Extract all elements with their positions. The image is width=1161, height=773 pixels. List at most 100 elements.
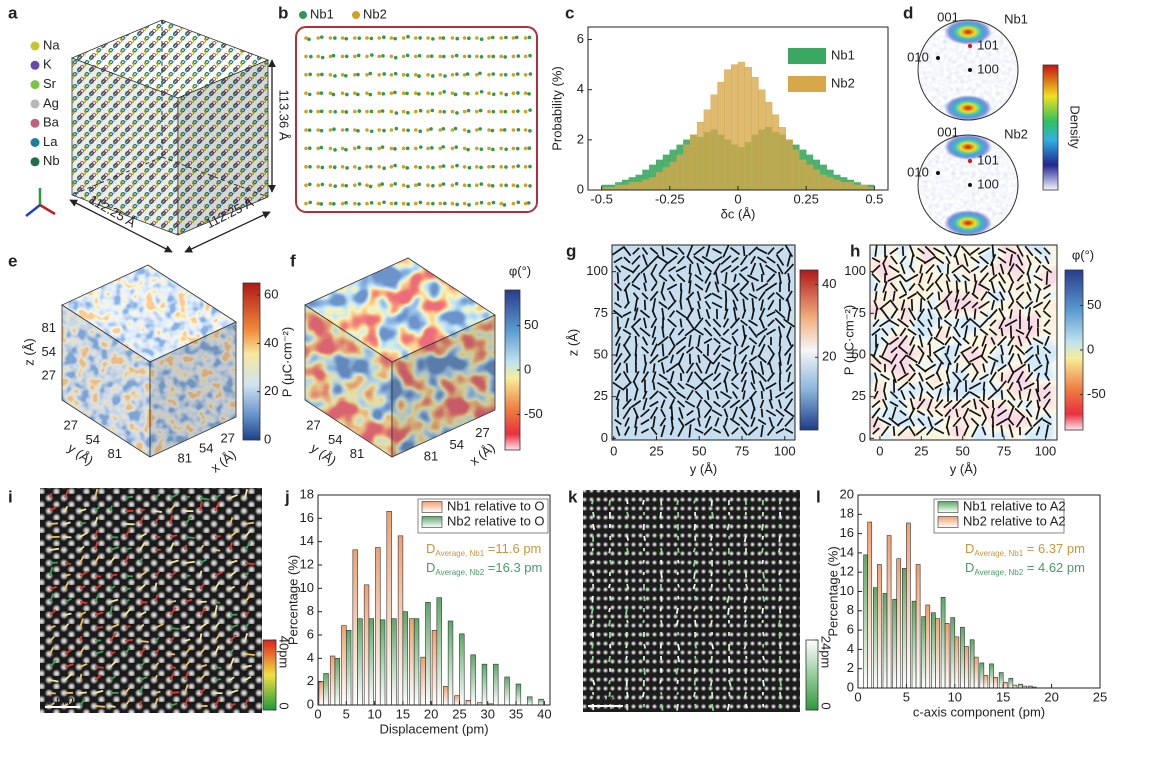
x-tick-label: 50: [692, 443, 706, 458]
legend-marker: [30, 138, 40, 147]
dipole-arrow: [891, 364, 897, 372]
panel-label: j: [284, 487, 290, 506]
site: [332, 165, 337, 169]
dipole-arrow: [960, 245, 972, 257]
site: [307, 92, 312, 97]
dipole-arrow: [951, 398, 963, 410]
site: [511, 183, 516, 187]
dipole-arrow: [1043, 391, 1051, 399]
z-tick-label: 27: [42, 368, 56, 383]
dipole-arrow: [705, 308, 711, 320]
pole-dot: [936, 171, 940, 175]
dipole-arrow: [915, 256, 927, 264]
dipole-arrow: [623, 256, 631, 264]
dipole-arrow: [760, 390, 764, 400]
site: [304, 128, 308, 132]
dipole-arrow: [731, 290, 739, 302]
dipole-arrow: [1009, 309, 1013, 319]
dipole-arrow: [697, 408, 701, 418]
site: [401, 73, 406, 77]
displacement-arrow: [660, 703, 664, 711]
hidden-edge: [71, 156, 163, 196]
site: [344, 183, 349, 188]
colorbar-tick-label: 20: [264, 383, 278, 398]
site: [353, 165, 357, 169]
displacement-arrow: [64, 521, 71, 525]
dipole-arrow: [943, 319, 953, 327]
dipole-arrow: [944, 352, 952, 366]
dipole-arrow: [748, 292, 758, 300]
colorbar-tick-label: 0: [819, 702, 834, 709]
site: [377, 128, 382, 132]
bar: [527, 696, 533, 706]
dipole-arrow: [907, 328, 917, 336]
dipole-arrow: [996, 409, 1008, 417]
dipole-arrow: [750, 345, 756, 355]
bar: [318, 681, 324, 706]
bar: [431, 630, 438, 706]
y-tick-label: 4: [847, 641, 854, 656]
displacement-arrow: [169, 606, 177, 616]
dipole-arrow: [973, 273, 977, 283]
dipole-arrow: [696, 291, 702, 301]
y-tick-label: 100: [586, 263, 608, 278]
dipole-arrow: [1023, 382, 1035, 390]
site: [319, 128, 324, 133]
dipole-arrow: [658, 301, 668, 309]
dipole-arrow: [990, 361, 996, 375]
dipole-arrow: [688, 280, 692, 294]
histogram-bar: [751, 76, 759, 191]
site: [356, 72, 360, 77]
dipole-arrow: [642, 272, 648, 284]
displacement-arrow: [124, 687, 131, 694]
dipole-arrow: [872, 416, 880, 428]
site: [333, 36, 337, 40]
site: [526, 201, 531, 205]
site: [430, 146, 434, 150]
site: [475, 183, 479, 187]
site: [365, 183, 369, 187]
displacement-arrow: [244, 664, 252, 668]
dipole-arrow: [892, 290, 896, 302]
dipole-arrow: [1007, 272, 1015, 284]
angle-cube-face: [305, 305, 392, 457]
dipole-arrow: [954, 343, 960, 357]
dipole-arrow: [871, 273, 881, 283]
dipole-arrow: [631, 326, 641, 338]
bar: [921, 616, 927, 689]
dipole-arrow: [676, 400, 686, 408]
dipole-arrow: [720, 264, 732, 274]
dipole-arrow: [1007, 370, 1015, 384]
dipole-arrow: [977, 247, 991, 255]
dipole-arrow: [658, 263, 668, 275]
histogram-bar: [621, 184, 630, 191]
site: [438, 183, 443, 187]
displacement-arrow: [777, 619, 781, 627]
dipole-arrow: [945, 255, 951, 265]
y-tick-label: 14: [840, 544, 854, 559]
dipole-arrow: [750, 370, 756, 384]
dipole-arrow: [767, 247, 775, 255]
dipole-arrow: [787, 371, 791, 383]
site: [320, 165, 325, 170]
dipole-arrow: [889, 401, 899, 407]
histogram-bar: [628, 182, 636, 191]
displacement-arrow: [139, 661, 146, 668]
site: [491, 109, 496, 114]
site: [418, 108, 423, 113]
pole-outline: [917, 134, 1019, 236]
dipole-arrow: [925, 381, 935, 391]
site: [389, 91, 394, 95]
dipole-arrow: [738, 345, 750, 355]
displacement-arrow: [79, 673, 83, 681]
dipole-arrow: [954, 308, 960, 320]
dipole-arrow: [616, 272, 620, 284]
bar: [906, 522, 911, 689]
site: [316, 128, 321, 132]
site: [328, 54, 333, 59]
displacement-arrow: [139, 610, 147, 616]
dipole-arrow: [765, 409, 777, 417]
dipole-arrow: [688, 424, 692, 438]
dipole-arrow: [917, 345, 925, 355]
legend-swatch: [937, 516, 959, 528]
